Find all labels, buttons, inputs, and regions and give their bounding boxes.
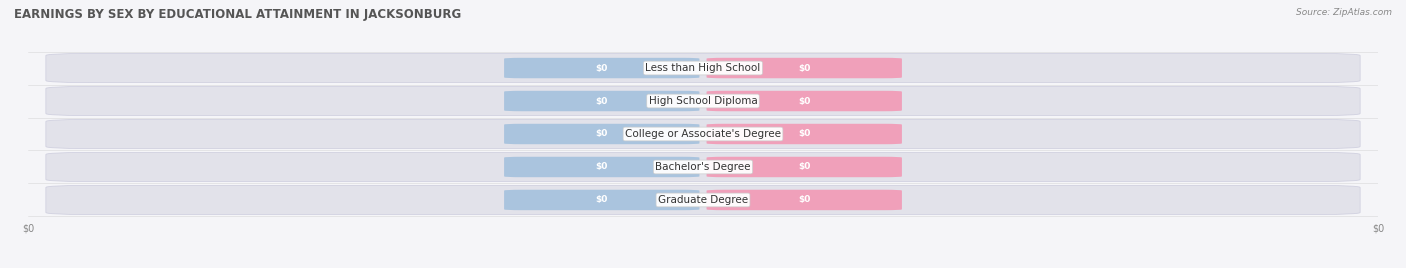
Text: EARNINGS BY SEX BY EDUCATIONAL ATTAINMENT IN JACKSONBURG: EARNINGS BY SEX BY EDUCATIONAL ATTAINMEN… [14, 8, 461, 21]
Text: $0: $0 [799, 96, 810, 106]
Text: Bachelor's Degree: Bachelor's Degree [655, 162, 751, 172]
Text: Source: ZipAtlas.com: Source: ZipAtlas.com [1296, 8, 1392, 17]
FancyBboxPatch shape [46, 87, 1360, 116]
Text: Less than High School: Less than High School [645, 63, 761, 73]
FancyBboxPatch shape [505, 157, 699, 177]
FancyBboxPatch shape [707, 157, 901, 177]
Text: $0: $0 [799, 162, 810, 172]
Text: $0: $0 [799, 195, 810, 204]
Text: $0: $0 [596, 195, 607, 204]
FancyBboxPatch shape [707, 58, 901, 78]
Text: $0: $0 [596, 162, 607, 172]
FancyBboxPatch shape [46, 185, 1360, 214]
FancyBboxPatch shape [707, 124, 901, 144]
Text: High School Diploma: High School Diploma [648, 96, 758, 106]
Text: Graduate Degree: Graduate Degree [658, 195, 748, 205]
Text: $0: $0 [799, 129, 810, 139]
Text: $0: $0 [596, 129, 607, 139]
Text: College or Associate's Degree: College or Associate's Degree [626, 129, 780, 139]
Text: $0: $0 [596, 96, 607, 106]
FancyBboxPatch shape [46, 54, 1360, 83]
Text: $0: $0 [596, 64, 607, 73]
FancyBboxPatch shape [46, 152, 1360, 181]
FancyBboxPatch shape [505, 91, 699, 111]
FancyBboxPatch shape [505, 190, 699, 210]
FancyBboxPatch shape [707, 190, 901, 210]
FancyBboxPatch shape [707, 91, 901, 111]
FancyBboxPatch shape [505, 58, 699, 78]
FancyBboxPatch shape [46, 120, 1360, 148]
FancyBboxPatch shape [505, 124, 699, 144]
Text: $0: $0 [799, 64, 810, 73]
